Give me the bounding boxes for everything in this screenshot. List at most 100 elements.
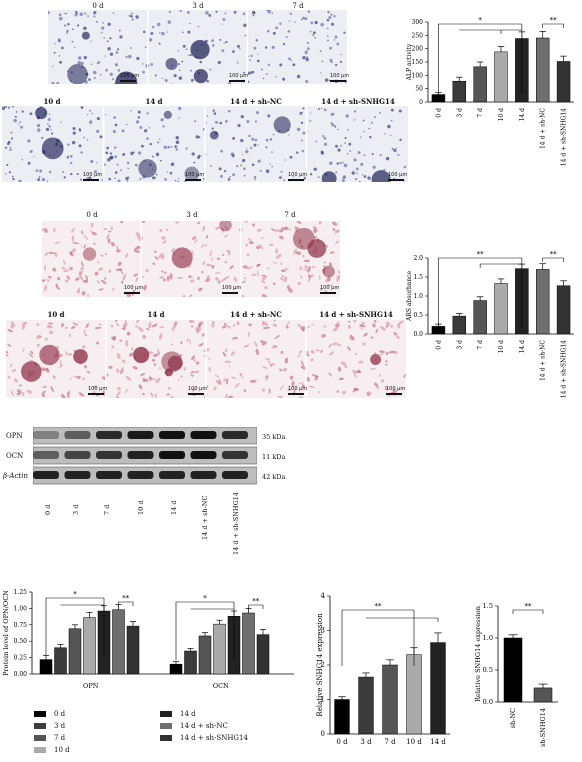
cell-mark — [273, 344, 278, 348]
cell-mark — [94, 326, 101, 330]
x-tick-label: 14 d — [519, 340, 526, 354]
cell-mark — [75, 277, 80, 281]
blot-band — [190, 451, 217, 459]
cell-mark — [159, 228, 163, 233]
cell-mark — [163, 271, 167, 274]
y-tick-label: 0.50 — [14, 638, 28, 645]
cell-mark — [96, 162, 98, 164]
cell-mark — [75, 12, 78, 15]
cell-mark — [272, 282, 276, 286]
cell-mark — [66, 392, 70, 398]
cell-mark — [126, 180, 129, 182]
cell-mark — [167, 20, 171, 24]
cell-mark — [327, 10, 330, 14]
cell-mark — [243, 23, 247, 28]
cell-mark — [86, 370, 91, 374]
cell-mark — [162, 240, 167, 244]
bar — [535, 37, 550, 103]
cell-mark — [151, 323, 158, 328]
cell-mark — [335, 240, 339, 244]
cell-mark — [52, 65, 54, 67]
cell-mark — [193, 370, 200, 374]
cell-mark — [189, 22, 191, 25]
cell-mark — [320, 151, 324, 155]
cell-mark — [90, 159, 94, 164]
x-category-label: OPN — [83, 682, 99, 690]
cell-mark — [227, 177, 231, 181]
cell-mark — [230, 152, 235, 156]
cell-mark — [47, 123, 49, 125]
cell-mark — [101, 376, 107, 380]
cell-mark — [333, 15, 336, 18]
cell-mark — [144, 46, 147, 49]
cell-mark — [61, 393, 66, 398]
cell-mark — [295, 221, 302, 225]
cell-mark — [266, 267, 270, 270]
cell-mark — [130, 15, 133, 18]
cell-mark — [246, 253, 250, 256]
snhg14-time-chart: 0 1 2 3 4 Relative SNHG14 expression 0 d 3 d 7 d… — [316, 592, 450, 746]
cell-mark — [140, 144, 144, 148]
cell-mark — [304, 265, 308, 269]
cell-mark — [37, 178, 41, 182]
cell-mark — [197, 25, 200, 28]
cell-mark — [153, 363, 156, 367]
cell-mark — [329, 58, 333, 62]
cell-mark — [141, 221, 146, 223]
cell-mark — [345, 114, 349, 118]
cell-mark — [19, 125, 24, 129]
cell-mark — [127, 167, 129, 170]
cell-mark — [331, 112, 335, 116]
cell-mark — [225, 348, 228, 353]
bar — [556, 61, 571, 103]
cell-mark — [61, 266, 66, 270]
cell-mark — [240, 164, 243, 167]
blot-band — [127, 451, 154, 459]
ars-micrograph-row-2 — [6, 320, 406, 398]
cell-mark — [194, 120, 197, 123]
cell-mark — [385, 324, 389, 328]
cell-mark — [35, 169, 39, 173]
alp-scale-bar-14d-shsnhg14: 100 μm — [388, 172, 407, 181]
ars-label-7d: 7 d — [284, 211, 296, 219]
cell-mark — [136, 320, 140, 324]
cell-mark — [303, 259, 310, 263]
cell-mark — [330, 22, 335, 26]
cell-mark — [284, 357, 289, 364]
cell-mark — [327, 39, 329, 42]
cell-mark — [246, 266, 253, 270]
cell-mark — [311, 323, 315, 326]
cell-mark — [295, 251, 302, 255]
cell-mark — [403, 373, 406, 378]
bar — [184, 650, 197, 675]
cell-mark — [134, 245, 140, 251]
cell-mark — [87, 293, 89, 297]
cell-mark — [137, 326, 144, 332]
cell-mark — [171, 248, 175, 252]
bar — [198, 635, 212, 675]
cell-mark — [204, 244, 208, 247]
cell-mark — [91, 231, 97, 236]
cell-mark — [296, 127, 301, 132]
cell-mark — [256, 270, 259, 277]
cell-mark — [83, 329, 86, 335]
cell-mark — [18, 179, 22, 182]
cell-mark — [69, 252, 73, 255]
cell-mark — [174, 145, 177, 148]
cell-mark — [79, 271, 84, 275]
cell-mark — [63, 269, 70, 273]
cell-mark — [388, 350, 396, 354]
cell-mark — [120, 221, 124, 224]
cell-mark — [292, 175, 295, 178]
cell-mark — [22, 347, 25, 353]
cell-mark — [110, 157, 113, 160]
cell-mark — [222, 325, 227, 329]
cell-mark — [228, 365, 231, 368]
bar — [452, 315, 467, 335]
cell-mark — [197, 276, 200, 280]
cell-mark — [228, 252, 231, 256]
cell-mark — [152, 353, 159, 357]
cell-mark — [159, 326, 165, 328]
cell-mark — [74, 46, 76, 48]
cell-mark — [212, 109, 216, 113]
